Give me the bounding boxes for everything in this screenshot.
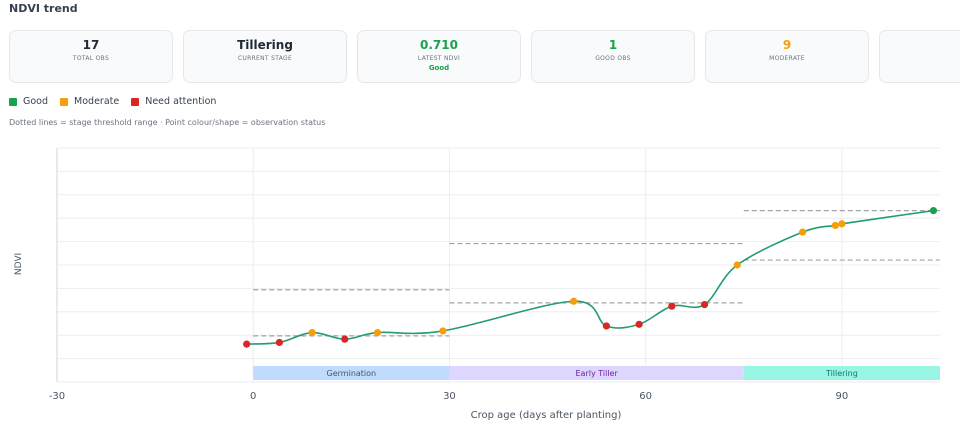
card-total-obs: 17 TOTAL OBS	[9, 30, 173, 83]
stage-band-tillering	[743, 366, 940, 380]
card-label: MODERATE	[769, 55, 805, 62]
observation-point-need-attention	[602, 322, 611, 330]
legend-label: Moderate	[74, 96, 120, 107]
observation-point-need-attention	[243, 340, 251, 348]
card-value: 1	[608, 38, 618, 52]
card-need-attention: NE	[879, 30, 960, 83]
chart-legend: Good Moderate Need attention	[9, 96, 228, 107]
card-value: 17	[82, 38, 100, 52]
legend-swatch-need-attention	[131, 97, 140, 106]
legend-item-moderate: Moderate	[60, 96, 119, 107]
observation-point-need-attention	[635, 320, 643, 328]
legend-label: Good	[23, 96, 49, 107]
observation-point-need-attention	[700, 300, 709, 309]
observation-point-need-attention	[668, 302, 676, 310]
x-axis-ticks: -30 0 30 60 90	[49, 391, 848, 402]
stage-label: Germination	[327, 369, 377, 378]
stage-label: Tillering	[825, 369, 858, 378]
x-axis-label: Crop age (days after planting)	[471, 410, 622, 421]
legend-swatch-good	[9, 97, 17, 106]
observation-point-moderate	[373, 328, 382, 337]
observation-point-moderate	[570, 297, 578, 305]
legend-swatch-moderate	[60, 97, 69, 106]
ndvi-chart: Germination Early Tiller Tillering -30 0 30 6…	[14, 147, 940, 421]
card-label: GOOD OBS	[595, 55, 631, 62]
observation-point-moderate	[831, 221, 839, 230]
card-sub-status: Good	[428, 64, 450, 72]
x-tick-label: 60	[639, 391, 652, 402]
legend-label: Need attention	[145, 96, 217, 107]
stage-bands: Germination Early Tiller Tillering	[253, 366, 940, 380]
card-good-obs: 1 GOOD OBS	[531, 30, 695, 83]
stage-band-early-tiller	[449, 366, 744, 380]
observation-point-moderate	[733, 261, 741, 269]
card-value: 9	[782, 38, 792, 52]
stage-threshold-lines	[253, 210, 940, 337]
card-label: LATEST NDVI	[417, 55, 461, 62]
card-label: CURRENT STAGE	[237, 55, 293, 62]
observation-point-need-attention	[275, 338, 283, 347]
ndvi-trend-line	[246, 209, 934, 345]
card-value: Tillering	[237, 38, 293, 52]
observation-point-moderate	[439, 327, 447, 335]
observation-points	[243, 207, 938, 348]
card-current-stage: Tillering CURRENT STAGE	[183, 30, 347, 83]
x-tick-label: 0	[250, 391, 256, 402]
card-moderate: 9 MODERATE	[705, 30, 869, 83]
chart-title: NDVI trend	[9, 2, 78, 15]
chart-note: Dotted lines = stage threshold range · P…	[9, 118, 326, 127]
legend-item-good: Good	[9, 96, 48, 107]
grid-lines	[56, 147, 940, 383]
card-label: TOTAL OBS	[72, 55, 110, 62]
x-tick-label: 30	[443, 391, 456, 402]
observation-point-moderate	[308, 328, 316, 337]
observation-point-moderate	[799, 228, 807, 236]
summary-cards: 17 TOTAL OBS Tillering CURRENT STAGE 0.7…	[9, 30, 960, 86]
y-axis-label: NDVI	[14, 253, 24, 275]
card-latest-ndvi: 0.710 LATEST NDVI Good	[357, 30, 521, 83]
observation-point-good	[929, 207, 938, 215]
x-tick-label: -30	[49, 391, 65, 402]
card-value: 0.710	[420, 38, 458, 52]
stage-band-germination	[253, 366, 450, 380]
observation-point-moderate	[838, 220, 846, 228]
card-label: NE	[880, 38, 960, 46]
stage-label: Early Tiller	[575, 369, 618, 378]
legend-item-need-attention: Need attention	[131, 96, 216, 107]
observation-point-need-attention	[341, 335, 349, 343]
x-tick-label: 90	[836, 391, 849, 402]
